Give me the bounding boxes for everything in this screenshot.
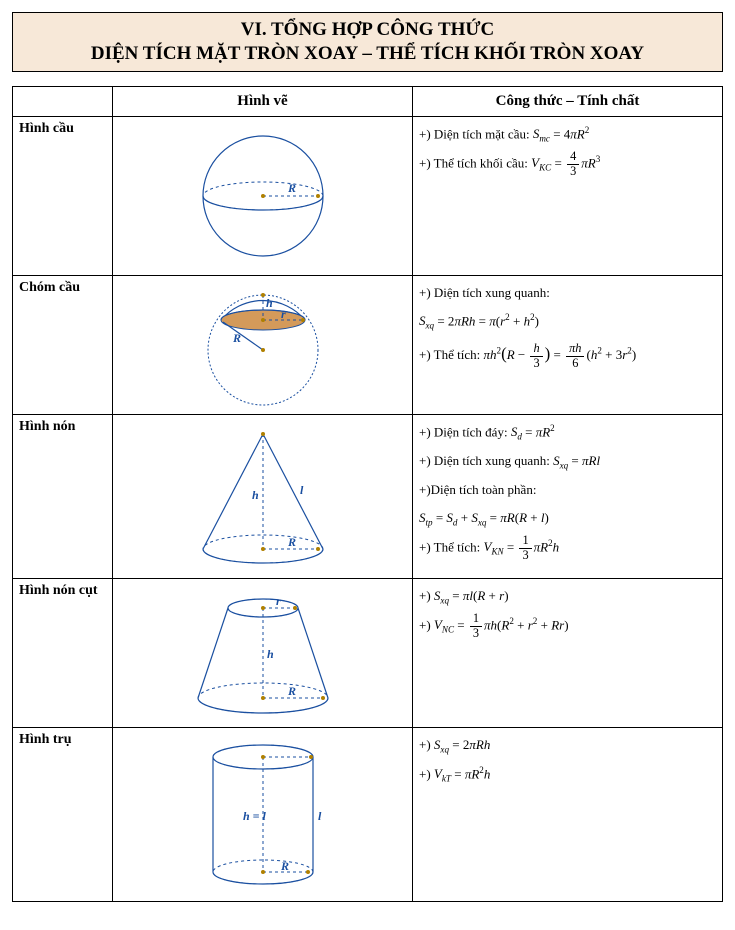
title-line1: VI. TỔNG HỢP CÔNG THỨC [17,19,718,41]
cyl-R-label: R [280,859,289,873]
cone-h-label: h [252,488,259,502]
frustum-h-label: h [267,647,274,661]
frustum-r-label: r [276,594,281,608]
label-cap: Chóm cầu [13,276,113,415]
cap-f1: +) Diện tích xung quanh: [419,280,716,306]
cone-R-label: R [287,535,296,549]
cyl-f1-pre: +) [419,737,434,752]
cone-f4-pre: +) Thể tích: [419,539,484,554]
cone-l-label: l [300,483,304,497]
frustum-R-label: R [287,684,296,698]
formulas-cylinder: +) Sxq = 2πRh +) VkT = πR2h [413,728,723,902]
cap-R-label: R [232,331,241,345]
cap-f2-pre: +) Thể tích: [419,347,484,362]
label-cone: Hình nón [13,415,113,579]
cyl-h-label: h = l [243,809,267,823]
row-cap: Chóm cầu h r R +) Diện tích xung quanh: [13,276,723,415]
formulas-cap: +) Diện tích xung quanh: Sxq = 2πRh = π(… [413,276,723,415]
formulas-sphere: +) Diện tích mặt cầu: Smc = 4πR2 +) Thể … [413,117,723,276]
sphere-f2-pre: +) Thể tích khối cầu: [419,155,531,170]
cap-r-label: r [281,307,286,321]
figure-cylinder: h = l l R [113,728,413,902]
frustum-f1-pre: +) [419,588,434,603]
formulas-cone: +) Diện tích đáy: Sd = πR2 +) Diện tích … [413,415,723,579]
title-line2: DIỆN TÍCH MẶT TRÒN XOAY – THỂ TÍCH KHỐI … [17,43,718,65]
figure-cap: h r R [113,276,413,415]
header-formula: Công thức – Tính chất [413,87,723,117]
title-box: VI. TỔNG HỢP CÔNG THỨC DIỆN TÍCH MẶT TRÒ… [12,12,723,72]
figure-frustum: r h R [113,579,413,728]
cyl-f2-pre: +) [419,766,434,781]
figure-sphere: R [113,117,413,276]
label-cylinder: Hình trụ [13,728,113,902]
sphere-R-label: R [287,181,296,195]
label-sphere: Hình cầu [13,117,113,276]
frustum-f2-pre: +) [419,617,434,632]
header-figure: Hình vẽ [113,87,413,117]
cone-f3: +)Diện tích toàn phần: [419,477,716,503]
cone-f1-pre: +) Diện tích đáy: [419,424,511,439]
header-blank [13,87,113,117]
sphere-f1-pre: +) Diện tích mặt cầu: [419,126,533,141]
row-cone: Hình nón h l R +) Diện tích đáy: Sd = πR… [13,415,723,579]
formulas-frustum: +) Sxq = πl(R + r) +) VNC = 13πh(R2 + r2… [413,579,723,728]
label-frustum: Hình nón cụt [13,579,113,728]
formula-table: Hình vẽ Công thức – Tính chất Hình cầu R… [12,86,723,902]
row-sphere: Hình cầu R +) Diện tích mặt cầu: Smc = 4… [13,117,723,276]
cap-h-label: h [266,296,273,310]
row-frustum: Hình nón cụt r h R [13,579,723,728]
header-row: Hình vẽ Công thức – Tính chất [13,87,723,117]
figure-cone: h l R [113,415,413,579]
cyl-l-label: l [318,809,322,823]
cone-f2-pre: +) Diện tích xung quanh: [419,453,553,468]
row-cylinder: Hình trụ h = l l R [13,728,723,902]
